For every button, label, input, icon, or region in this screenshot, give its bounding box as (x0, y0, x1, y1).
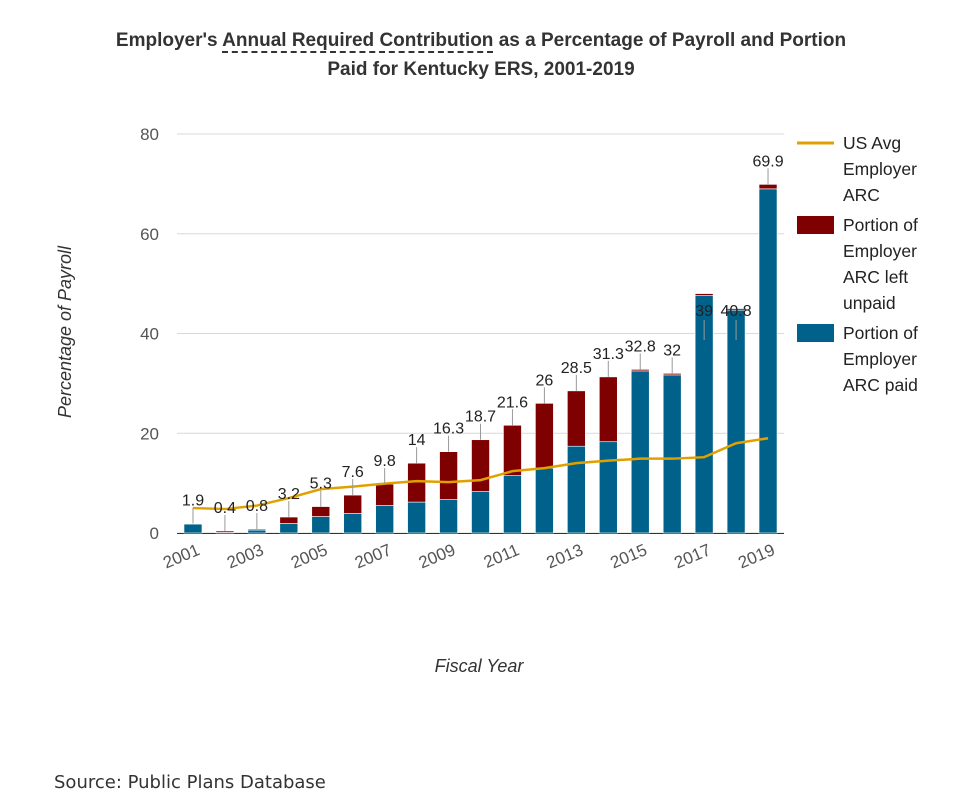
bar-unpaid-2018[interactable] (726, 308, 746, 311)
legend: US Avg Employer ARC Portion of Employer ARC l… (797, 133, 918, 395)
bar-paid-2018[interactable] (726, 309, 746, 534)
bar-unpaid-2011[interactable] (503, 424, 522, 476)
us-avg-line[interactable] (192, 437, 769, 511)
bar-paid-2004[interactable] (279, 523, 299, 534)
title-prefix: Employer's (115, 30, 223, 51)
data-label: 16.3 (433, 421, 464, 438)
bar-paid-2015[interactable] (630, 370, 650, 534)
bar-unpaid-2006[interactable] (343, 494, 363, 514)
x-tick-label: 2017 (671, 540, 713, 572)
y-axis-label: Percentage of Payroll (55, 245, 75, 418)
legend-swatch (797, 324, 834, 342)
bar-unpaid-2019[interactable] (758, 184, 778, 190)
data-label: 32.8 (625, 338, 656, 355)
bar-paid-2003[interactable] (247, 529, 267, 534)
bar-unpaid-2004[interactable] (279, 516, 299, 524)
bars (183, 184, 778, 534)
data-label: 14 (408, 432, 426, 449)
data-label: 0.4 (214, 500, 236, 517)
legend-swatch (797, 216, 834, 234)
bar-unpaid-2010[interactable] (471, 439, 490, 492)
title-suffix: as a Percentage of Payroll and Portion (493, 30, 847, 51)
x-tick-label: 2013 (544, 540, 586, 572)
bar-unpaid-2016[interactable] (662, 373, 682, 376)
x-axis-ticks: 2001 2003 2005 2007 2009 2011 2013 2015 2017 2019 (160, 540, 777, 572)
bar-unpaid-2017[interactable] (694, 293, 714, 296)
title-term-link[interactable]: Annual Required Contribution (222, 30, 494, 53)
legend-label: Portion of Employer ARC left unpaid (843, 215, 918, 313)
x-tick-label: 2001 (160, 540, 202, 572)
bar-paid-2006[interactable] (343, 513, 363, 534)
bar-paid-2012[interactable] (535, 467, 554, 534)
data-labels: 1.9 0.4 0.8 3.2 5.3 7.6 9.8 14 16.318.721.6 26 28.… (182, 153, 784, 532)
legend-item-0[interactable]: US Avg Employer ARC (797, 133, 917, 205)
data-label: 5.3 (310, 476, 332, 493)
x-tick-label: 2007 (352, 540, 394, 572)
source-note: Source: Public Plans Database (54, 772, 326, 793)
data-label: 1.9 (182, 493, 204, 510)
y-axis-ticks: 0 20 40 60 80 (140, 125, 159, 543)
legend-label: US Avg Employer ARC (843, 133, 917, 205)
bar-paid-2019[interactable] (758, 188, 778, 534)
data-label: 3.2 (278, 486, 300, 503)
bar-paid-2008[interactable] (407, 501, 426, 534)
legend-item-1[interactable]: Portion of Employer ARC left unpaid (797, 215, 918, 313)
y-tick-label: 40 (140, 325, 159, 344)
bar-unpaid-2002[interactable] (215, 530, 235, 533)
x-tick-label: 2015 (608, 540, 650, 572)
data-label: 31.3 (593, 346, 624, 363)
x-tick-label: 2011 (481, 540, 522, 572)
y-tick-label: 60 (140, 225, 159, 244)
bar-unpaid-2005[interactable] (311, 506, 331, 517)
x-axis-label: Fiscal Year (435, 656, 525, 676)
data-label: 26 (535, 372, 553, 389)
x-tick-label: 2005 (288, 540, 330, 572)
bar-paid-2016[interactable] (662, 374, 682, 534)
bar-unpaid-2012[interactable] (535, 403, 554, 469)
data-label: 32 (663, 342, 681, 359)
bar-paid-2013[interactable] (567, 445, 586, 534)
data-label: 7.6 (342, 464, 364, 481)
chart-title: Employer's Annual Required Contribution … (0, 26, 962, 84)
bar-unpaid-2015[interactable] (630, 369, 650, 372)
data-label: 21.6 (497, 394, 528, 411)
y-tick-label: 20 (140, 424, 159, 443)
bar-paid-2010[interactable] (471, 491, 490, 534)
data-label: 0.8 (246, 498, 268, 515)
bar-unpaid-2007[interactable] (375, 483, 394, 506)
data-label: 69.9 (752, 153, 783, 170)
data-label: 28.5 (561, 360, 592, 377)
y-tick-label: 0 (150, 524, 159, 543)
bar-paid-2007[interactable] (375, 505, 394, 534)
bar-paid-2009[interactable] (439, 499, 458, 534)
x-tick-label: 2003 (224, 540, 266, 572)
bar-paid-2005[interactable] (311, 516, 331, 534)
bar-paid-2014[interactable] (598, 441, 618, 534)
gridlines (177, 133, 784, 534)
bar-paid-2001[interactable] (183, 523, 203, 534)
data-label: 9.8 (374, 453, 396, 470)
us-avg-line-group (192, 437, 769, 511)
title-line2: Paid for Kentucky ERS, 2001-2019 (327, 59, 635, 80)
x-tick-label: 2009 (416, 540, 458, 572)
data-label: 40.8 (721, 303, 752, 320)
bar-paid-2011[interactable] (503, 475, 522, 534)
legend-label: Portion of Employer ARC paid (843, 323, 918, 395)
data-label: 39 (695, 303, 713, 320)
bar-unpaid-2013[interactable] (567, 390, 586, 447)
bar-unpaid-2009[interactable] (439, 451, 458, 500)
legend-item-2[interactable]: Portion of Employer ARC paid (797, 323, 918, 395)
x-tick-label: 2019 (735, 540, 777, 572)
data-label: 18.7 (465, 409, 496, 426)
bar-unpaid-2014[interactable] (598, 376, 618, 443)
bar-unpaid-2003[interactable] (247, 528, 267, 531)
y-tick-label: 80 (140, 125, 159, 144)
